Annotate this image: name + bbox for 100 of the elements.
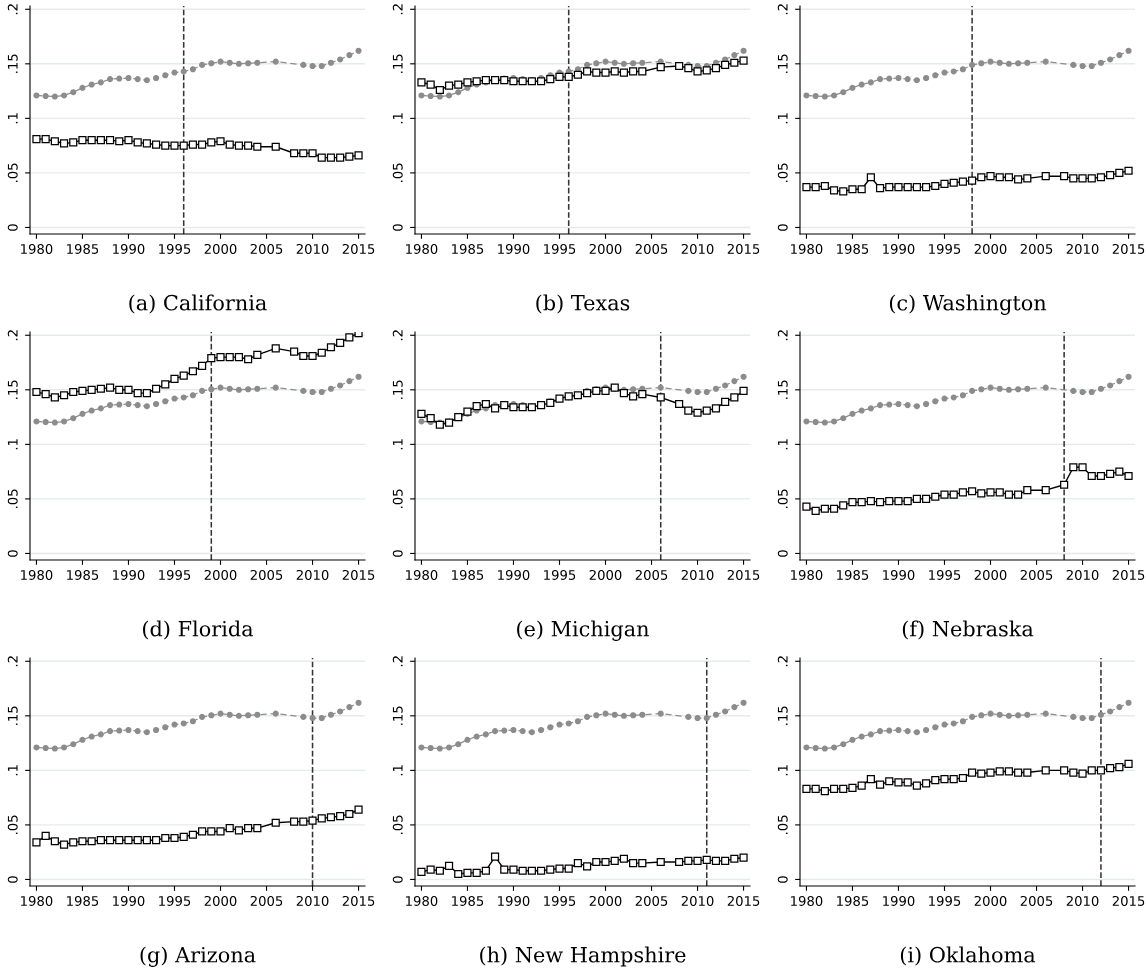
x-tick-label: 2005	[250, 895, 283, 906]
x-tick-label: 1980	[21, 243, 53, 254]
y-tick-label: .2	[7, 656, 18, 667]
x-tick-label: 2010	[296, 895, 329, 906]
x-tick-label: 1985	[837, 895, 869, 906]
y-tick-label: .2	[7, 4, 18, 15]
x-tick-label: 2010	[1066, 243, 1099, 254]
y-tick-label: 0	[777, 550, 788, 557]
x-tick-label: 1995	[544, 569, 576, 580]
x-tick-label: 1990	[498, 895, 530, 906]
y-tick-label: .05	[7, 489, 18, 508]
x-tick-label: 1985	[67, 895, 99, 906]
x-tick-label: 1995	[929, 243, 961, 254]
x-tick-label: 2005	[635, 895, 668, 906]
x-tick-label: 1980	[791, 895, 823, 906]
x-tick-label: 2010	[681, 569, 714, 580]
x-tick-label: 1990	[113, 243, 145, 254]
y-tick-label: .05	[392, 815, 403, 834]
x-tick-label: 2015	[727, 243, 760, 254]
y-tick-label: .1	[777, 765, 788, 776]
y-tick-label: .1	[7, 113, 18, 124]
y-tick-label: .15	[7, 380, 18, 399]
x-tick-label: 2000	[589, 895, 622, 906]
x-tick-label: 1990	[113, 895, 145, 906]
x-tick-label: 2015	[1112, 569, 1145, 580]
x-tick-label: 1990	[883, 895, 915, 906]
text: (g) Arizona	[140, 946, 256, 967]
x-tick-label: 1980	[21, 569, 53, 580]
y-tick-label: .2	[7, 330, 18, 341]
y-tick-label: .2	[777, 4, 788, 15]
x-tick-label: 1985	[452, 243, 484, 254]
y-tick-label: .15	[392, 54, 403, 73]
y-tick-label: .15	[7, 706, 18, 725]
x-tick-label: 1980	[791, 243, 823, 254]
x-tick-label: 1995	[544, 895, 576, 906]
y-tick-label: .1	[392, 439, 403, 450]
x-tick-label: 2010	[681, 895, 714, 906]
x-tick-label: 1995	[929, 895, 961, 906]
x-tick-label: 2010	[296, 569, 329, 580]
y-tick-label: .05	[777, 815, 788, 834]
x-tick-label: 1980	[406, 569, 438, 580]
y-tick-label: .05	[7, 163, 18, 182]
text: (h) New Hampshire	[480, 946, 686, 967]
x-tick-label: 1985	[452, 569, 484, 580]
y-tick-label: 0	[7, 224, 18, 231]
x-tick-label: 1980	[791, 569, 823, 580]
y-tick-label: 0	[392, 224, 403, 231]
x-tick-label: 1980	[406, 243, 438, 254]
x-tick-label: 2000	[589, 243, 622, 254]
x-tick-label: 1985	[837, 569, 869, 580]
x-tick-label: 2005	[1020, 895, 1053, 906]
text: (f) Nebraska	[902, 620, 1034, 640]
y-tick-label: .15	[777, 380, 788, 399]
x-tick-label: 2000	[974, 569, 1007, 580]
y-tick-label: .05	[392, 163, 403, 182]
y-tick-label: .15	[7, 54, 18, 73]
x-tick-label: 2010	[1066, 569, 1099, 580]
x-tick-label: 1995	[159, 895, 191, 906]
x-tick-label: 2015	[727, 895, 760, 906]
x-tick-label: 1995	[159, 569, 191, 580]
y-tick-label: .1	[7, 765, 18, 776]
y-tick-label: .2	[392, 4, 403, 15]
x-tick-label: 2005	[635, 243, 668, 254]
x-tick-label: 2000	[589, 569, 622, 580]
y-tick-label: .05	[777, 489, 788, 508]
x-tick-label: 2010	[296, 243, 329, 254]
x-tick-label: 2000	[974, 895, 1007, 906]
y-tick-label: .2	[392, 656, 403, 667]
y-tick-label: 0	[392, 550, 403, 557]
x-tick-label: 2005	[635, 569, 668, 580]
text: (e) Michigan	[517, 620, 649, 641]
x-tick-label: 1985	[452, 895, 484, 906]
text: (i) Oklahoma	[900, 946, 1036, 966]
y-tick-label: .1	[392, 765, 403, 776]
x-tick-label: 1995	[159, 243, 191, 254]
x-tick-label: 2000	[204, 569, 237, 580]
x-tick-label: 1985	[67, 569, 99, 580]
x-tick-label: 1980	[406, 895, 438, 906]
x-tick-label: 1995	[929, 569, 961, 580]
x-tick-label: 2015	[342, 243, 375, 254]
x-tick-label: 1990	[498, 569, 530, 580]
text: (d) Florida	[143, 620, 254, 640]
y-tick-label: .2	[392, 330, 403, 341]
x-tick-label: 2015	[1112, 243, 1145, 254]
x-tick-label: 2010	[1066, 895, 1099, 906]
y-tick-label: 0	[777, 876, 788, 883]
y-tick-label: .05	[392, 489, 403, 508]
x-tick-label: 2015	[342, 895, 375, 906]
x-tick-label: 1990	[883, 243, 915, 254]
x-tick-label: 2000	[974, 243, 1007, 254]
x-tick-label: 2010	[681, 243, 714, 254]
x-tick-label: 1990	[113, 569, 145, 580]
x-tick-label: 2015	[1112, 895, 1145, 906]
y-tick-label: .15	[392, 706, 403, 725]
y-tick-label: .1	[7, 439, 18, 450]
x-tick-label: 2000	[204, 243, 237, 254]
y-tick-label: 0	[777, 224, 788, 231]
y-tick-label: .1	[392, 113, 403, 124]
y-tick-label: .15	[777, 706, 788, 725]
y-tick-label: 0	[392, 876, 403, 883]
